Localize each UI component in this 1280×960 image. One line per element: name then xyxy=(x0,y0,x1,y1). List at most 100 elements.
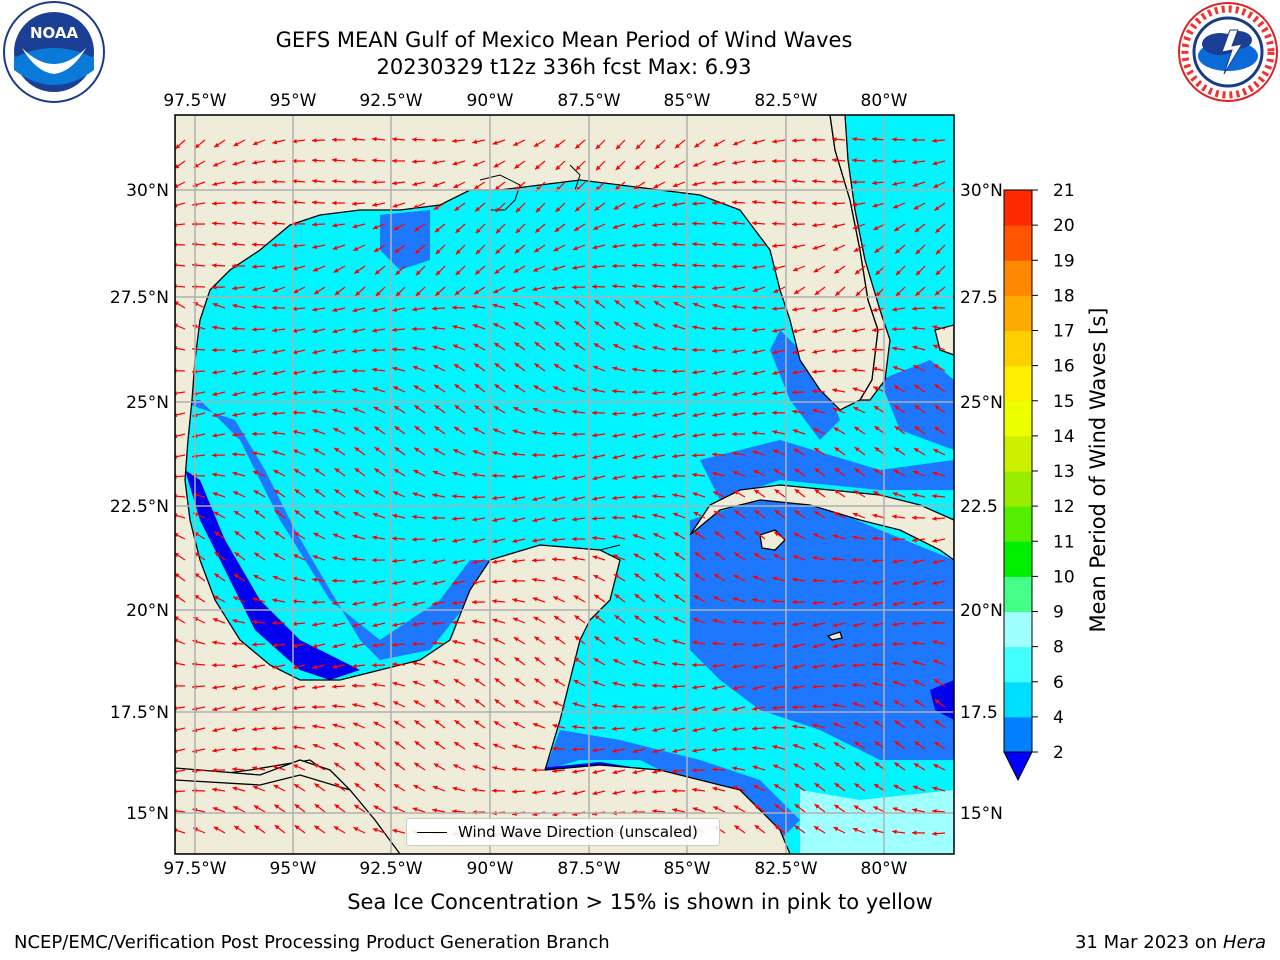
colorbar-tick-label: 10 xyxy=(1053,567,1075,587)
wave-arrow-head xyxy=(272,391,278,396)
wave-arrow-head xyxy=(772,221,777,226)
wave-arrow-head xyxy=(792,724,797,729)
wave-arrow-head xyxy=(312,178,317,184)
wave-arrow-head xyxy=(672,639,678,644)
wave-arrow-head xyxy=(552,723,558,729)
wave-arrow-head xyxy=(232,767,237,772)
wave-arrow-head xyxy=(594,615,600,620)
wave-arrow-head xyxy=(633,322,639,327)
wave-arrow-head xyxy=(332,200,337,206)
wave-arrow-head xyxy=(312,622,317,627)
wave-arrow-head xyxy=(212,685,217,690)
wave-arrow-head xyxy=(772,266,778,271)
wave-arrow-head xyxy=(613,344,619,349)
wave-arrow-head xyxy=(612,534,618,540)
wave-arrow-head xyxy=(433,763,439,768)
wave-arrow-head xyxy=(572,285,577,290)
wave-arrow-head xyxy=(712,263,717,269)
wave-arrow-head xyxy=(272,159,277,164)
wave-arrow-head xyxy=(312,664,318,670)
wave-arrow-head xyxy=(352,157,357,163)
wave-arrow-head xyxy=(852,643,858,648)
wave-arrow-head xyxy=(194,573,200,578)
wave-arrow-head xyxy=(552,768,557,774)
wave-arrow-head xyxy=(774,510,780,515)
wave-arrow-head xyxy=(473,742,479,747)
wave-arrow-head xyxy=(812,245,818,250)
wave-arrow-head xyxy=(213,826,219,831)
wave-arrow-head xyxy=(732,304,737,310)
wave-arrow-head xyxy=(252,391,258,397)
wave-arrow-head xyxy=(814,489,820,494)
wave-arrow-head xyxy=(312,409,317,414)
wave-arrow-head xyxy=(652,345,658,351)
wave-arrow-head xyxy=(434,741,440,746)
wave-arrow-head xyxy=(732,220,737,226)
footer-credit: NCEP/EMC/Verification Post Processing Pr… xyxy=(14,932,610,953)
lon-label: 80°W xyxy=(861,91,908,111)
wave-arrow-head xyxy=(372,663,377,668)
wave-arrow-head xyxy=(372,348,377,353)
wave-arrow-head xyxy=(472,638,478,644)
wave-arrow-head xyxy=(892,807,898,812)
wave-arrow-head xyxy=(412,346,418,351)
wave-arrow-head xyxy=(672,661,677,667)
wave-arrow-head xyxy=(534,636,540,642)
wave-arrow-head xyxy=(792,178,797,184)
wave-arrow-head xyxy=(672,202,677,207)
wave-arrow-head xyxy=(272,139,278,145)
wave-arrow-head xyxy=(632,727,637,732)
wave-arrow-head xyxy=(352,622,358,628)
wave-arrow-head xyxy=(452,580,458,586)
wave-arrow-head xyxy=(213,595,219,600)
wave-arrow-head xyxy=(212,727,218,733)
colorbar-segment xyxy=(1004,295,1032,331)
wave-arrow-head xyxy=(393,226,399,231)
wave-arrow-head xyxy=(332,349,338,354)
wave-arrow-head xyxy=(932,325,938,330)
wave-arrow-head xyxy=(772,158,777,164)
wave-arrow-head xyxy=(452,161,458,166)
wave-arrow-head xyxy=(852,307,858,313)
wave-arrow-head xyxy=(692,807,698,812)
wave-arrow-head xyxy=(814,290,820,295)
wave-arrow-head xyxy=(394,741,400,746)
wave-arrow-head xyxy=(574,300,580,305)
wave-arrow-head xyxy=(175,594,180,599)
wave-arrow-head xyxy=(692,472,697,478)
wave-arrow-head xyxy=(912,640,917,646)
wave-arrow-head xyxy=(612,389,617,394)
lon-labels-top: 97.5°W 95°W 92.5°W 90°W 87.5°W 85°W 82.5… xyxy=(163,91,907,111)
wave-arrow-head xyxy=(332,664,338,669)
wave-arrow-head xyxy=(892,601,898,607)
wave-arrow-head xyxy=(674,143,680,149)
wave-arrow-head xyxy=(252,264,257,269)
wave-arrow-head xyxy=(372,387,378,392)
wave-arrow-head xyxy=(834,489,840,495)
wave-arrow-head xyxy=(572,769,578,774)
wave-arrow-head xyxy=(713,806,719,811)
wave-arrow-head xyxy=(592,535,597,541)
wave-arrow-head xyxy=(314,468,320,473)
wave-arrow-head xyxy=(234,531,240,536)
wave-arrow-head xyxy=(832,388,838,393)
wave-arrow-head xyxy=(812,178,817,184)
wave-arrow-head xyxy=(312,370,317,375)
wave-arrow-head xyxy=(752,664,758,670)
wave-arrow-head xyxy=(574,657,580,663)
lat-label: 17.5°N xyxy=(110,703,169,723)
wave-arrow-head xyxy=(212,325,217,330)
wave-arrow-head xyxy=(752,242,757,248)
lat-label: 27.5°N xyxy=(110,288,169,308)
wave-arrow-head xyxy=(892,537,897,542)
wave-arrow-head xyxy=(734,552,740,558)
wave-arrow-head xyxy=(532,577,537,583)
wave-arrow xyxy=(175,639,186,645)
wave-arrow-head xyxy=(512,558,517,564)
wave-arrow-head xyxy=(934,384,940,389)
wave-arrow-head xyxy=(613,554,619,559)
wave-arrow-head xyxy=(332,179,337,184)
wave-arrow-head xyxy=(353,427,359,432)
wave-arrow xyxy=(175,347,186,351)
